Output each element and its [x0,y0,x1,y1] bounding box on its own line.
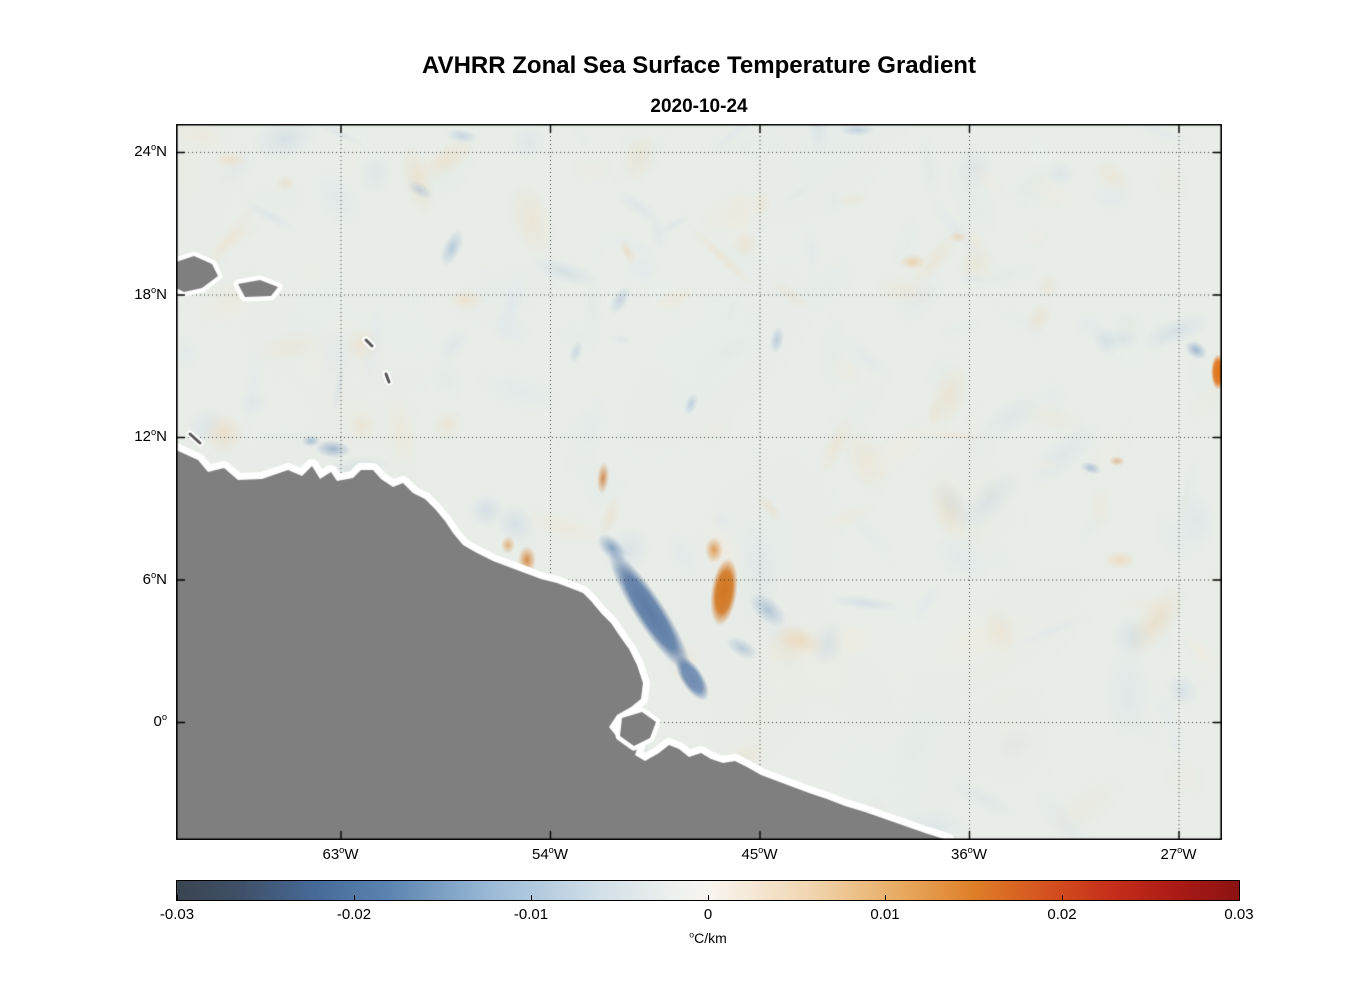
x-tick-label: 54oW [531,845,569,863]
colorbar-tick-mark [177,895,178,900]
colorbar-tick-label: 0.02 [1047,906,1077,923]
colorbar [176,880,1240,901]
sst-gradient-field-canvas [176,124,1222,840]
colorbar-tick-mark [1062,895,1063,900]
colorbar-gradient [177,881,1239,900]
colorbar-tick-mark [531,895,532,900]
y-tick-label: 0o [153,712,167,730]
colorbar-tick-label: 0.03 [1224,906,1254,923]
colorbar-tick-label: -0.02 [336,906,372,923]
x-tick-label: 63oW [322,845,359,863]
x-tick-label: 27oW [1160,845,1197,863]
chart-subtitle: 2020-10-24 [650,96,748,117]
chart-title: AVHRR Zonal Sea Surface Temperature Grad… [422,52,976,79]
x-tick-label: 36oW [950,845,988,863]
y-tick-label: 6oN [142,569,167,588]
y-tick-label: 18oN [134,284,167,303]
map-plot-area [176,124,1222,840]
y-tick-label: 24oN [134,142,167,160]
colorbar-tick-label: -0.03 [159,906,195,923]
colorbar-tick-mark [708,895,709,900]
colorbar-tick-label: 0 [703,906,713,923]
colorbar-tick-mark [354,895,355,900]
colorbar-unit-label: oC/km [689,929,727,946]
colorbar-tick-mark [885,895,886,900]
x-tick-label: 45oW [741,845,778,863]
colorbar-tick-label: 0.01 [870,906,900,923]
colorbar-tick-label: -0.01 [513,906,549,923]
colorbar-tick-mark [1239,895,1240,900]
y-tick-label: 12oN [134,427,167,445]
